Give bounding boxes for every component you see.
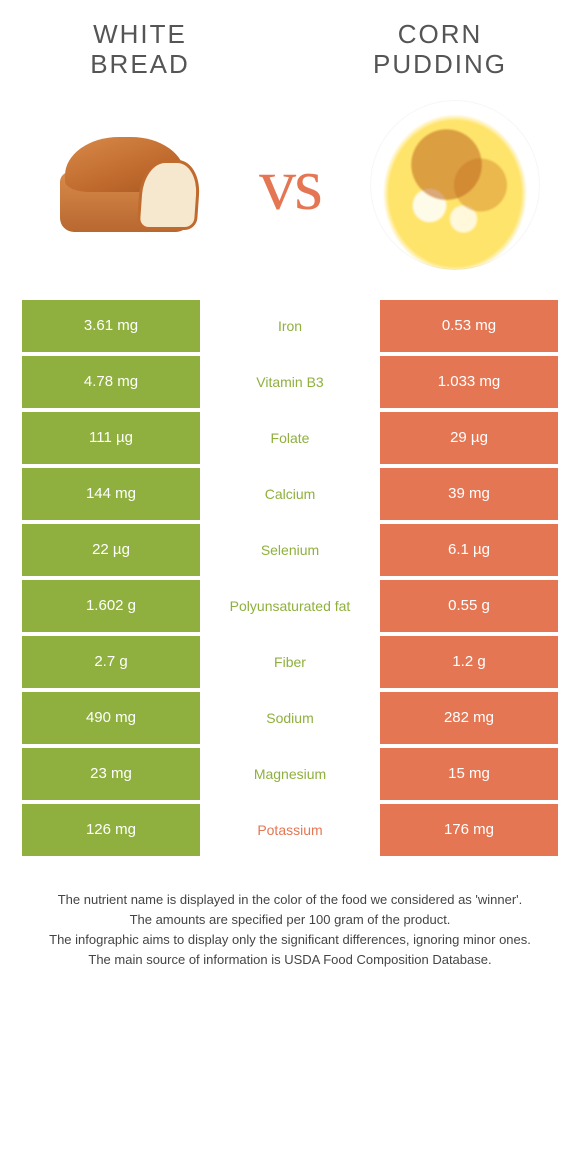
right-food-image bbox=[370, 100, 540, 270]
corn-pudding-icon bbox=[370, 100, 540, 270]
left-value-cell: 144 mg bbox=[22, 468, 200, 520]
table-row: 2.7 gFiber1.2 g bbox=[22, 636, 558, 688]
footer-line-1: The nutrient name is displayed in the co… bbox=[22, 890, 558, 910]
vs-row: vs bbox=[0, 90, 580, 300]
left-value-cell: 126 mg bbox=[22, 804, 200, 856]
table-row: 1.602 gPolyunsaturated fat0.55 g bbox=[22, 580, 558, 632]
footer-line-3: The infographic aims to display only the… bbox=[22, 930, 558, 950]
table-row: 126 mgPotassium176 mg bbox=[22, 804, 558, 856]
right-value-cell: 6.1 µg bbox=[380, 524, 558, 576]
right-value-cell: 176 mg bbox=[380, 804, 558, 856]
infographic-container: White bread Corn pudding vs 3.61 mgIron0… bbox=[0, 0, 580, 970]
header: White bread Corn pudding bbox=[0, 0, 580, 90]
vs-label: vs bbox=[220, 148, 360, 222]
right-value-cell: 1.2 g bbox=[380, 636, 558, 688]
nutrient-label-cell: Calcium bbox=[200, 468, 380, 520]
footer-notes: The nutrient name is displayed in the co… bbox=[22, 890, 558, 971]
table-row: 22 µgSelenium6.1 µg bbox=[22, 524, 558, 576]
table-row: 144 mgCalcium39 mg bbox=[22, 468, 558, 520]
right-value-cell: 15 mg bbox=[380, 748, 558, 800]
bread-icon bbox=[55, 137, 195, 232]
left-value-cell: 22 µg bbox=[22, 524, 200, 576]
left-value-cell: 2.7 g bbox=[22, 636, 200, 688]
table-row: 23 mgMagnesium15 mg bbox=[22, 748, 558, 800]
left-value-cell: 3.61 mg bbox=[22, 300, 200, 352]
right-value-cell: 29 µg bbox=[380, 412, 558, 464]
right-value-cell: 282 mg bbox=[380, 692, 558, 744]
left-value-cell: 1.602 g bbox=[22, 580, 200, 632]
right-value-cell: 0.55 g bbox=[380, 580, 558, 632]
nutrient-label-cell: Selenium bbox=[200, 524, 380, 576]
nutrient-table: 3.61 mgIron0.53 mg4.78 mgVitamin B31.033… bbox=[22, 300, 558, 856]
table-row: 490 mgSodium282 mg bbox=[22, 692, 558, 744]
right-value-cell: 1.033 mg bbox=[380, 356, 558, 408]
footer-line-4: The main source of information is USDA F… bbox=[22, 950, 558, 970]
right-food-title: Corn pudding bbox=[340, 20, 540, 80]
nutrient-label-cell: Potassium bbox=[200, 804, 380, 856]
left-food-title: White bread bbox=[40, 20, 240, 80]
left-value-cell: 23 mg bbox=[22, 748, 200, 800]
left-value-cell: 4.78 mg bbox=[22, 356, 200, 408]
nutrient-label-cell: Vitamin B3 bbox=[200, 356, 380, 408]
table-row: 111 µgFolate29 µg bbox=[22, 412, 558, 464]
left-value-cell: 111 µg bbox=[22, 412, 200, 464]
nutrient-label-cell: Folate bbox=[200, 412, 380, 464]
nutrient-label-cell: Magnesium bbox=[200, 748, 380, 800]
table-row: 4.78 mgVitamin B31.033 mg bbox=[22, 356, 558, 408]
table-row: 3.61 mgIron0.53 mg bbox=[22, 300, 558, 352]
right-value-cell: 0.53 mg bbox=[380, 300, 558, 352]
nutrient-label-cell: Iron bbox=[200, 300, 380, 352]
nutrient-label-cell: Sodium bbox=[200, 692, 380, 744]
footer-line-2: The amounts are specified per 100 gram o… bbox=[22, 910, 558, 930]
right-value-cell: 39 mg bbox=[380, 468, 558, 520]
nutrient-label-cell: Fiber bbox=[200, 636, 380, 688]
left-value-cell: 490 mg bbox=[22, 692, 200, 744]
left-food-image bbox=[40, 100, 210, 270]
nutrient-label-cell: Polyunsaturated fat bbox=[200, 580, 380, 632]
